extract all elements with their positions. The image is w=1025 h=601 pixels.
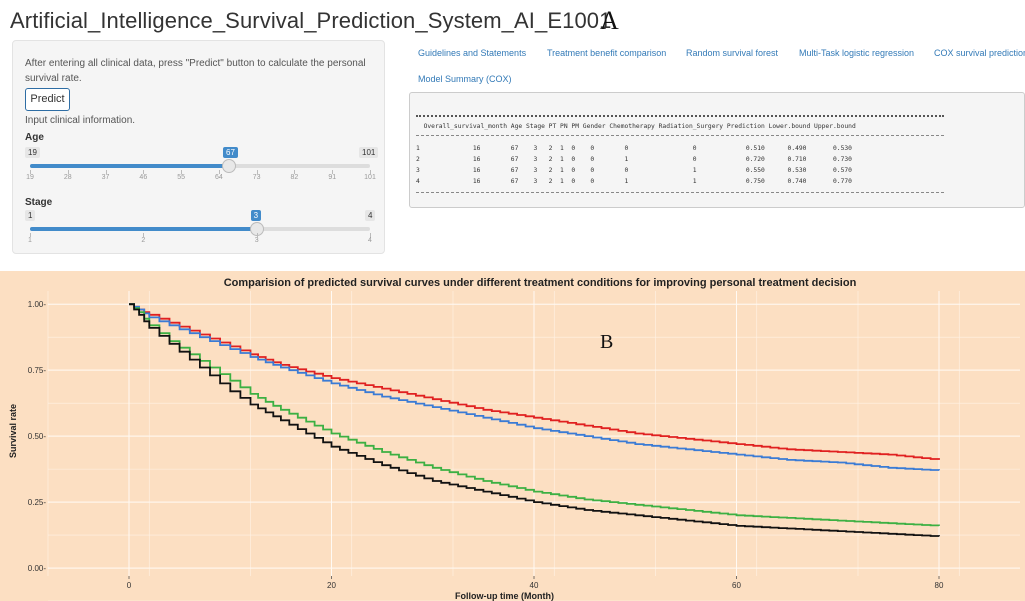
input-clinical-label: Input clinical information.	[25, 115, 136, 126]
age-tick	[105, 170, 107, 174]
age-slider-handle[interactable]	[222, 159, 237, 173]
age-tick-label: 28	[63, 174, 72, 181]
age-tick-label: 91	[328, 174, 337, 181]
tab-multi-task-logistic[interactable]: Multi-Task logistic regression	[799, 48, 915, 58]
y-tick-label: 0.00-	[28, 564, 47, 573]
x-tick-label: 20	[327, 581, 336, 590]
age-max: 101	[359, 147, 379, 158]
age-tick	[370, 170, 371, 174]
age-tick-label: 82	[290, 174, 299, 181]
age-tick	[256, 170, 258, 174]
stage-tick	[143, 233, 145, 237]
age-tick-label: 55	[177, 174, 186, 181]
survival-chart-panel: Comparision of predicted survival curves…	[0, 271, 1025, 601]
tab-model-summary[interactable]: Model Summary (COX)	[418, 74, 512, 84]
x-tick-label: 0	[127, 581, 132, 590]
stage-min: 1	[25, 210, 36, 221]
prediction-output: Overall_survival_month Age Stage PT PN P…	[409, 92, 1025, 208]
age-tick-label: 19	[26, 174, 34, 181]
output-rule-top	[416, 115, 944, 117]
age-tick-label: 37	[101, 174, 110, 181]
age-tick	[67, 170, 69, 174]
stage-tick	[256, 233, 258, 237]
stage-tick-label: 3	[254, 237, 259, 244]
chart-title: Comparision of predicted survival curves…	[223, 277, 857, 289]
stage-current-value: 3	[250, 210, 262, 221]
y-tick-label: 0.75-	[28, 366, 47, 375]
tab-treatment-benefit[interactable]: Treatment benefit comparison	[547, 48, 667, 58]
predict-button[interactable]: Predict	[25, 88, 70, 111]
age-min: 19	[25, 147, 40, 158]
age-tick	[294, 170, 296, 174]
tab-guidelines[interactable]: Guidelines and Statements	[418, 48, 527, 58]
output-row: 3 16 67 3 2 1 0 0 0 1 0.550 0.530 0.570	[416, 167, 852, 174]
age-tick	[143, 170, 145, 174]
panel-label-a: A	[600, 6, 619, 35]
app-title: Artificial_Intelligence_Survival_Predict…	[10, 8, 612, 33]
stage-tick-label: 4	[368, 237, 372, 244]
survival-curve-4	[129, 303, 940, 537]
y-tick-label: 1.00-	[28, 300, 47, 309]
age-tick-label: 46	[139, 174, 148, 181]
help-text: After entering all clinical data, press …	[25, 58, 366, 84]
tab-random-survival-forest[interactable]: Random survival forest	[686, 48, 779, 58]
age-tick	[218, 170, 220, 174]
stage-slider-fill	[30, 227, 257, 231]
survival-curve-2	[129, 303, 940, 471]
x-tick-label: 80	[935, 581, 944, 590]
x-tick-label: 40	[530, 581, 539, 590]
y-tick-label: 0.50-	[28, 432, 47, 441]
stage-label: Stage	[25, 197, 53, 208]
age-tick-label: 73	[252, 174, 261, 181]
y-axis-label: Survival rate	[8, 403, 19, 459]
age-tick-label: 101	[364, 174, 376, 181]
age-tick	[332, 170, 334, 174]
output-rule-bottom	[416, 192, 944, 193]
panel-label-b: B	[600, 331, 614, 353]
stage-max: 4	[365, 210, 376, 221]
age-tick	[181, 170, 183, 174]
stage-tick-label: 1	[28, 237, 32, 244]
tab-cox-survival[interactable]: COX survival prediction	[934, 48, 1025, 58]
output-row: 1 16 67 3 2 1 0 0 0 0 0.510 0.490 0.530	[416, 145, 852, 152]
age-slider-fill	[30, 164, 230, 168]
y-tick-label: 0.25-	[28, 498, 47, 507]
output-header: Overall_survival_month Age Stage PT PN P…	[416, 123, 856, 130]
output-rule-mid	[416, 135, 944, 136]
age-label: Age	[25, 132, 44, 143]
x-tick-label: 60	[732, 581, 741, 590]
output-row: 2 16 67 3 2 1 0 0 1 0 0.720 0.710 0.730	[416, 156, 852, 163]
age-tick-label: 64	[214, 174, 223, 181]
x-axis-label: Follow-up time (Month)	[455, 591, 554, 601]
stage-tick	[30, 233, 31, 237]
output-row: 4 16 67 3 2 1 0 0 1 1 0.750 0.740 0.770	[416, 178, 852, 185]
stage-tick	[370, 233, 371, 237]
survival-chart: 0 20 40 60 80 0.00- 0.25- 0.50- 0.75- 1.00-	[28, 291, 1020, 601]
sidebar-panel: After entering all clinical data, press …	[12, 40, 385, 254]
age-tick	[30, 170, 31, 174]
stage-tick-label: 2	[141, 237, 146, 244]
age-current-value: 67	[223, 147, 238, 158]
survival-curve-3	[129, 303, 940, 527]
